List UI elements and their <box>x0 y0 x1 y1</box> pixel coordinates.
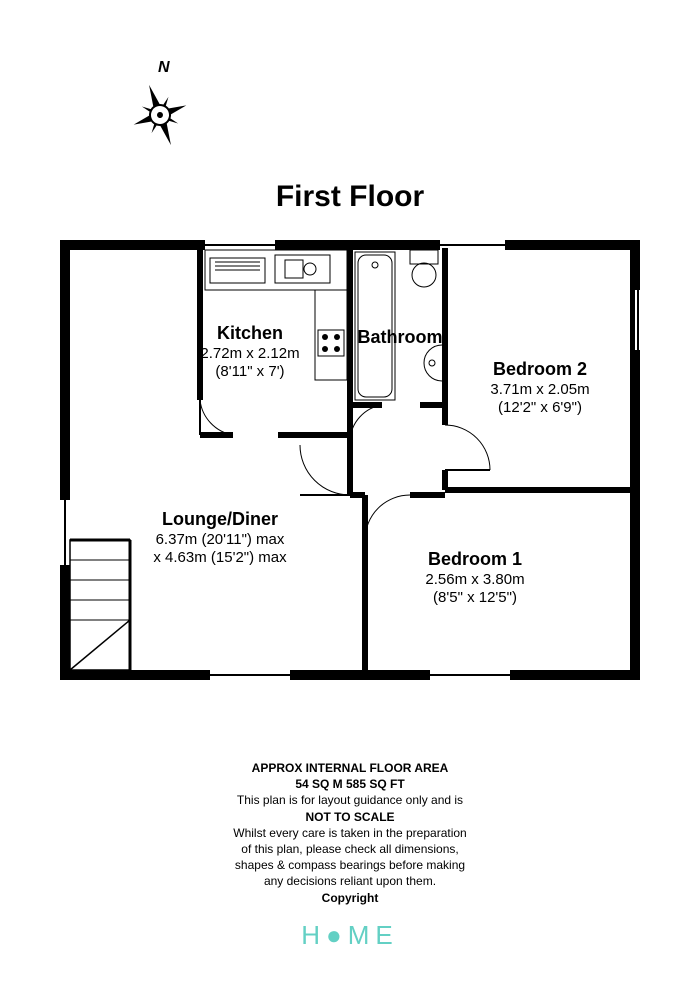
bathroom-name: Bathroom <box>345 326 455 349</box>
bedroom2-name: Bedroom 2 <box>465 358 615 381</box>
floor-plan: Kitchen 2.72m x 2.12m (8'11" x 7') Bathr… <box>60 240 640 680</box>
bedroom1-dim1: 2.56m x 3.80m <box>395 571 555 590</box>
compass-n-label: N <box>158 60 170 76</box>
footer-block: APPROX INTERNAL FLOOR AREA 54 SQ M 585 S… <box>0 760 700 906</box>
kitchen-dim2: (8'11" x 7') <box>190 363 310 382</box>
kitchen-label: Kitchen 2.72m x 2.12m (8'11" x 7') <box>190 322 310 382</box>
floor-title: First Floor <box>0 180 700 214</box>
compass-rose: N <box>120 60 200 155</box>
bedroom2-dim1: 3.71m x 2.05m <box>465 381 615 400</box>
footer-line7: shapes & compass bearings before making <box>0 857 700 873</box>
kitchen-name: Kitchen <box>190 322 310 345</box>
bedroom1-name: Bedroom 1 <box>395 548 555 571</box>
footer-not-to-scale: NOT TO SCALE <box>0 809 700 825</box>
kitchen-dim1: 2.72m x 2.12m <box>190 345 310 364</box>
bathroom-label: Bathroom <box>345 326 455 349</box>
footer-area-value: 54 SQ M 585 SQ FT <box>0 776 700 792</box>
bedroom2-dim2: (12'2" x 6'9") <box>465 399 615 418</box>
footer-line3: This plan is for layout guidance only an… <box>0 792 700 808</box>
footer-line5: Whilst every care is taken in the prepar… <box>0 825 700 841</box>
footer-line6: of this plan, please check all dimension… <box>0 841 700 857</box>
bedroom1-label: Bedroom 1 2.56m x 3.80m (8'5" x 12'5") <box>395 548 555 608</box>
footer-line8: any decisions reliant upon them. <box>0 873 700 889</box>
home-logo: H●ME <box>0 920 700 951</box>
lounge-dim2: x 4.63m (15'2") max <box>120 549 320 568</box>
footer-area-heading: APPROX INTERNAL FLOOR AREA <box>0 760 700 776</box>
bedroom1-dim2: (8'5" x 12'5") <box>395 589 555 608</box>
lounge-name: Lounge/Diner <box>120 508 320 531</box>
lounge-dim1: 6.37m (20'11") max <box>120 531 320 550</box>
bedroom2-label: Bedroom 2 3.71m x 2.05m (12'2" x 6'9") <box>465 358 615 418</box>
footer-copyright: Copyright <box>0 890 700 906</box>
lounge-label: Lounge/Diner 6.37m (20'11") max x 4.63m … <box>120 508 320 568</box>
